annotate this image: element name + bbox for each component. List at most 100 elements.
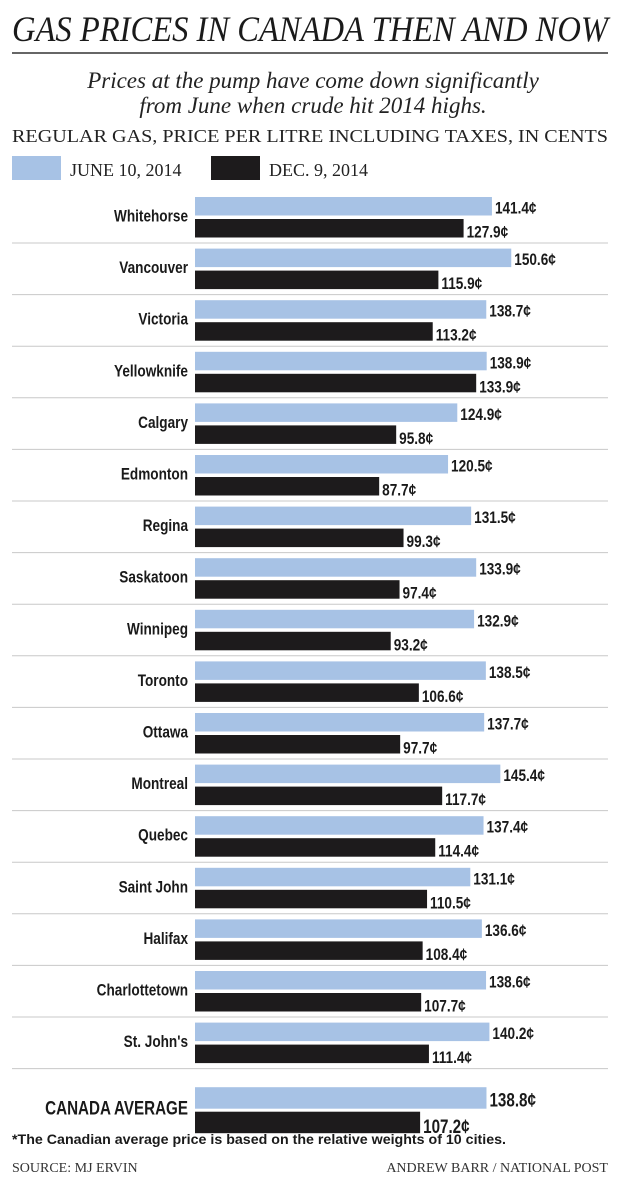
june-value-label-group: 133.9¢ [479,560,521,579]
city-label: Ottawa [143,723,189,742]
dec-value-label: 107.7¢ [424,997,466,1016]
june-bar-saskatoon [195,558,477,577]
june-value-label-group: 132.9¢ [477,612,519,631]
june-value-label-group: 141.4¢ [495,199,537,218]
city-label: Saint John [119,878,188,897]
june-bar-canada-average [195,1087,487,1109]
june-bar-regina [195,506,472,526]
dec-value-label-group: 93.2¢ [394,636,428,655]
june-value-label: 136.6¢ [485,922,527,941]
dec-value-label-group: 95.8¢ [399,430,433,449]
dec-bar-victoria [195,322,433,341]
dec-value-label: 127.9¢ [467,223,509,242]
city-label: Whitehorse [114,207,188,226]
dec-bar-quebec [195,838,436,857]
dec-value-label-group: 97.4¢ [403,584,437,603]
dec-bar-saint-john [195,889,428,909]
legend-label-dec: DEC. 9, 2014 [269,160,368,180]
june-bar-halifax [195,919,482,938]
june-value-label: 140.2¢ [492,1025,534,1044]
dec-bar-whitehorse [195,219,464,238]
june-bar-charlottetown [195,971,487,990]
june-value-label-group: 131.5¢ [474,509,516,528]
june-value-label-group: 150.6¢ [514,251,556,270]
dec-value-label: 95.8¢ [399,430,433,449]
city-label-group: Regina [143,517,189,536]
legend-swatch-june [12,156,61,180]
june-bar-montreal [195,764,501,784]
june-value-label: 150.6¢ [514,251,556,270]
city-label: Quebec [138,826,188,845]
subtitle-line-1: Prices at the pump have come down signif… [86,68,539,93]
dec-value-label: 97.4¢ [403,584,437,603]
dec-value-label: 133.9¢ [479,378,521,397]
dec-bar-calgary [195,425,397,444]
dec-value-label: 99.3¢ [407,533,441,552]
june-bar-toronto [195,661,486,680]
city-label: Regina [143,517,189,536]
june-bar-edmonton [195,455,449,474]
source: SOURCE: MJ ERVIN [12,1161,138,1176]
june-value-label-group: 120.5¢ [451,457,493,476]
dec-value-label-group: 113.2¢ [436,326,477,345]
dec-value-label: 93.2¢ [394,636,428,655]
dec-bar-toronto [195,683,419,702]
city-label: Montreal [131,775,188,794]
june-value-label: 138.9¢ [490,354,532,373]
june-bar-st-john-s [195,1022,490,1042]
dec-bar-regina [195,528,404,548]
city-label: Edmonton [121,465,188,484]
dec-bar-yellowknife [195,373,477,393]
june-value-label-group: 145.4¢ [503,767,545,786]
city-label-group: Quebec [138,826,188,845]
bar-chart: Whitehorse 141.4¢ 127.9¢ Vancouver 150.6¢ 115… [12,197,608,1138]
june-value-label-group: 138.9¢ [490,354,532,373]
june-bar-quebec [195,816,484,835]
june-bar-vancouver [195,248,512,268]
city-label-group: Ottawa [143,723,189,742]
dec-value-label-group: 133.9¢ [479,378,521,397]
city-label: Vancouver [119,259,188,278]
dec-value-label-group: 97.7¢ [403,739,437,758]
city-label-group: Edmonton [121,465,188,484]
june-bar-ottawa [195,713,485,732]
city-label-group: Victoria [138,310,188,329]
city-label-group: Toronto [138,672,188,691]
june-value-label: 138.7¢ [489,302,531,321]
june-bar-yellowknife [195,351,487,371]
city-label-group: Vancouver [119,259,188,278]
city-label-group: Yellowknife [114,362,188,381]
city-label: Toronto [138,672,188,691]
city-label-group: Charlottetown [97,981,188,1000]
city-label-group: St. John's [124,1033,188,1052]
dec-bar-halifax [195,941,423,960]
dec-value-label: 106.6¢ [422,688,464,707]
measure-label: REGULAR GAS, PRICE PER LITRE INCLUDING T… [12,126,608,146]
dec-value-label-group: 87.7¢ [382,481,416,500]
june-value-label-group: 138.7¢ [489,302,531,321]
june-value-label-group: 137.4¢ [487,818,529,837]
legend-swatch-dec [211,156,260,180]
dec-bar-canada-average [195,1111,421,1134]
city-label-group: Halifax [143,930,188,949]
dec-value-label-group: 114.4¢ [438,842,479,861]
dec-value-label: 110.5¢ [430,894,471,913]
dec-value-label-group: 110.5¢ [430,894,471,913]
dec-value-label-group: 106.6¢ [422,688,464,707]
average-label: CANADA AVERAGE [45,1097,188,1119]
city-label-group: Winnipeg [127,620,188,639]
subtitle-line-2: from June when crude hit 2014 highs. [139,93,486,118]
dec-bar-edmonton [195,477,380,496]
city-label: Winnipeg [127,620,188,639]
june-value-label: 132.9¢ [477,612,519,631]
june-value-label-group: 136.6¢ [485,922,527,941]
june-value-label: 137.4¢ [487,818,529,837]
dec-value-label: 117.7¢ [445,791,486,810]
june-value-label: 138.5¢ [489,664,531,683]
june-value-label-group: 124.9¢ [460,406,502,425]
dec-value-label-group: 108.4¢ [426,946,468,965]
dec-value-label-group: 115.9¢ [441,275,482,294]
june-value-label-group: 138.6¢ [489,973,531,992]
june-value-label: 131.5¢ [474,509,516,528]
june-bar-victoria [195,300,487,319]
